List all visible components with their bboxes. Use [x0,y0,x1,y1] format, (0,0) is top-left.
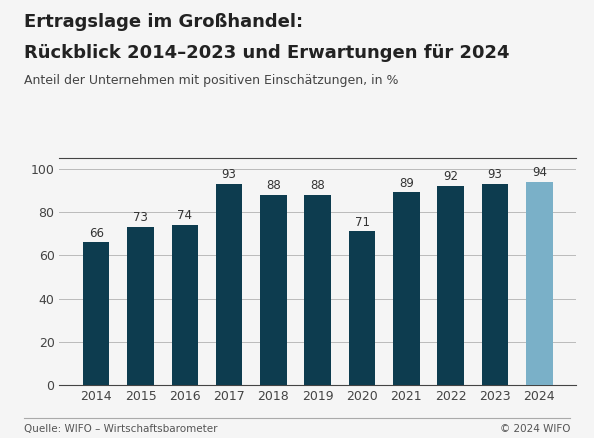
Text: Quelle: WIFO – Wirtschaftsbarometer: Quelle: WIFO – Wirtschaftsbarometer [24,424,217,434]
Bar [526,181,552,385]
Text: 89: 89 [399,177,414,190]
Text: 74: 74 [178,209,192,223]
Text: 88: 88 [311,179,325,192]
Text: 66: 66 [89,227,104,240]
Bar [216,184,242,385]
Bar [393,192,420,385]
Text: 93: 93 [488,168,503,181]
Bar [482,184,508,385]
Text: Anteil der Unternehmen mit positiven Einschätzungen, in %: Anteil der Unternehmen mit positiven Ein… [24,74,398,88]
Bar [305,194,331,385]
Bar [127,227,154,385]
Text: 92: 92 [443,170,458,183]
Bar [260,194,287,385]
Text: 73: 73 [133,212,148,225]
Bar [83,242,109,385]
Text: 88: 88 [266,179,281,192]
Text: Rückblick 2014–2023 und Erwartungen für 2024: Rückblick 2014–2023 und Erwartungen für … [24,44,509,62]
Text: 94: 94 [532,166,547,179]
Text: © 2024 WIFO: © 2024 WIFO [500,424,570,434]
Bar [437,186,464,385]
Text: 71: 71 [355,216,369,229]
Text: 93: 93 [222,168,236,181]
Bar [172,225,198,385]
Bar [349,231,375,385]
Text: Ertragslage im Großhandel:: Ertragslage im Großhandel: [24,13,303,31]
